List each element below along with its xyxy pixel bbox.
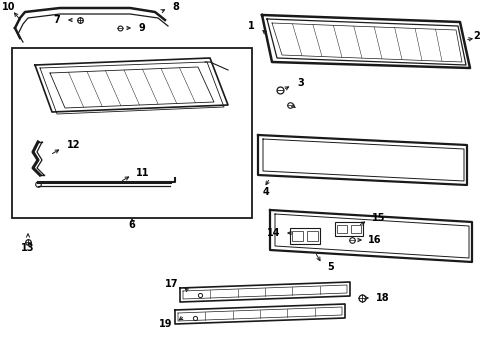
Text: 7: 7 bbox=[53, 15, 60, 25]
Bar bbox=[337, 225, 347, 233]
Text: 6: 6 bbox=[128, 220, 135, 230]
Bar bbox=[290, 228, 320, 244]
Text: 9: 9 bbox=[138, 23, 145, 33]
Text: 10: 10 bbox=[2, 2, 16, 12]
Text: 8: 8 bbox=[172, 2, 179, 12]
Text: 18: 18 bbox=[376, 293, 390, 303]
Text: 13: 13 bbox=[21, 243, 35, 253]
Text: 5: 5 bbox=[327, 262, 334, 272]
Text: 15: 15 bbox=[372, 213, 386, 223]
Bar bbox=[335, 222, 363, 236]
Text: 12: 12 bbox=[67, 140, 80, 150]
Text: 3: 3 bbox=[297, 78, 304, 88]
Text: 19: 19 bbox=[158, 319, 172, 329]
Text: 17: 17 bbox=[165, 279, 178, 289]
Text: 2: 2 bbox=[473, 31, 480, 41]
Bar bbox=[12, 48, 252, 218]
Text: 1: 1 bbox=[248, 21, 255, 31]
Bar bbox=[351, 225, 361, 233]
Text: 11: 11 bbox=[136, 168, 149, 178]
Text: 14: 14 bbox=[267, 228, 280, 238]
Bar bbox=[307, 231, 318, 241]
Text: 16: 16 bbox=[368, 235, 382, 245]
Bar bbox=[292, 231, 303, 241]
Text: 4: 4 bbox=[263, 187, 270, 197]
